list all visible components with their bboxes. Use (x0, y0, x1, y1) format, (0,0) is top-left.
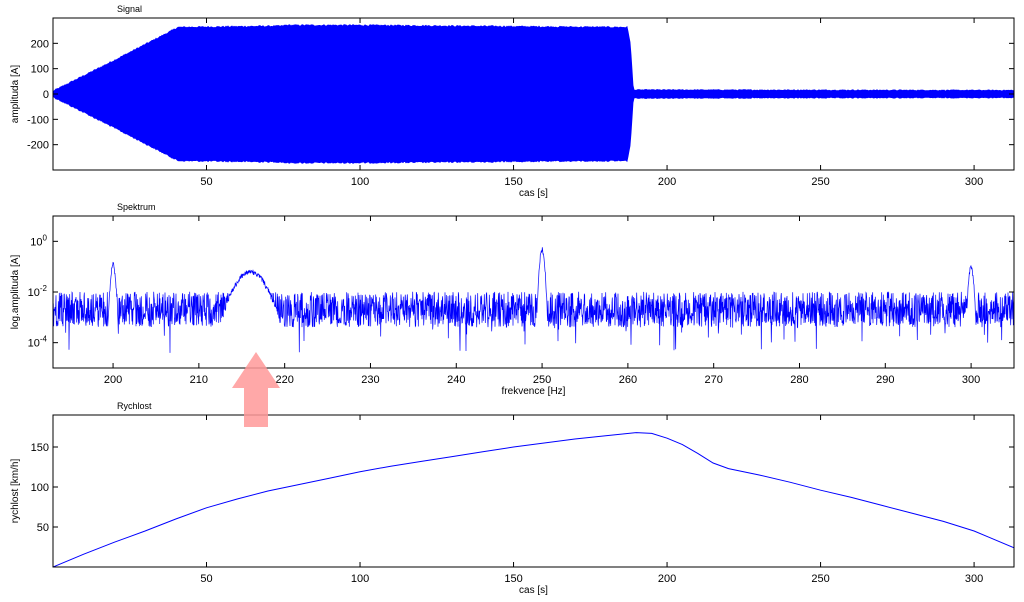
x-axis-label: cas [s] (519, 188, 548, 199)
x-tick-label: 100 (351, 573, 369, 585)
spectrum-plot: 200 210 220 230 240 250 260 270 280 290 300 100 10-2… (10, 202, 1015, 397)
up-arrow-icon (232, 352, 280, 427)
x-tick-label: 50 (200, 573, 212, 585)
y-tick-label: 100 (30, 233, 47, 248)
y-tick-label: 10-2 (28, 284, 48, 299)
y-tick-label: 200 (31, 38, 49, 50)
y-tick-label: 50 (37, 522, 49, 534)
x-tick-label: 50 (200, 176, 212, 188)
x-tick-label: 200 (658, 176, 676, 188)
y-axis-label: rychlost [km/h] (10, 459, 21, 524)
x-tick-label: 240 (447, 374, 465, 386)
y-axis-label: amplituda [A] (10, 65, 21, 124)
x-tick-label: 300 (965, 176, 983, 188)
x-tick-label: 230 (361, 374, 379, 386)
chart-title: Signal (117, 4, 142, 14)
y-tick-label: 100 (31, 64, 49, 76)
signal-plot: 50 100 150 200 250 300 -200 -100 0 100 200 Signal ca… (10, 4, 1015, 199)
x-tick-label: 250 (533, 374, 551, 386)
x-tick-label: 300 (965, 573, 983, 585)
x-tick-label: 150 (504, 176, 522, 188)
y-tick-label: 0 (43, 89, 49, 101)
chart-title: Rychlost (117, 401, 152, 411)
x-tick-label: 250 (811, 176, 829, 188)
x-axis-label: frekvence [Hz] (502, 386, 566, 397)
x-tick-label: 250 (811, 573, 829, 585)
x-tick-label: 280 (790, 374, 808, 386)
plot-area (53, 216, 1014, 368)
x-tick-label: 300 (962, 374, 980, 386)
x-axis-label: cas [s] (519, 585, 548, 596)
x-tick-label: 100 (351, 176, 369, 188)
axes-frame (52, 414, 1015, 568)
x-tick-label: 150 (504, 573, 522, 585)
signal-series (53, 24, 1014, 164)
y-tick-label: -100 (27, 114, 49, 126)
x-tick-label: 220 (275, 374, 293, 386)
x-tick-label: 290 (876, 374, 894, 386)
y-tick-label: 100 (31, 482, 49, 494)
spectrum-series (53, 247, 1014, 353)
y-axis-label: log.amplituda [A] (10, 255, 21, 330)
y-tick-label: 150 (31, 442, 49, 454)
y-tick-label: -200 (27, 140, 49, 152)
x-tick-label: 260 (619, 374, 637, 386)
speed-series (53, 432, 1014, 567)
x-tick-label: 200 (658, 573, 676, 585)
x-tick-label: 210 (190, 374, 208, 386)
speed-plot: 50 100 150 200 250 300 50 100 150 Rychlost cas [s]… (10, 401, 1015, 596)
chart-title: Spektrum (117, 202, 156, 212)
x-tick-label: 270 (705, 374, 723, 386)
x-tick-label: 200 (104, 374, 122, 386)
highlight-arrow (232, 352, 280, 427)
plot-area (53, 415, 1014, 567)
y-tick-label: 10-4 (28, 335, 48, 350)
